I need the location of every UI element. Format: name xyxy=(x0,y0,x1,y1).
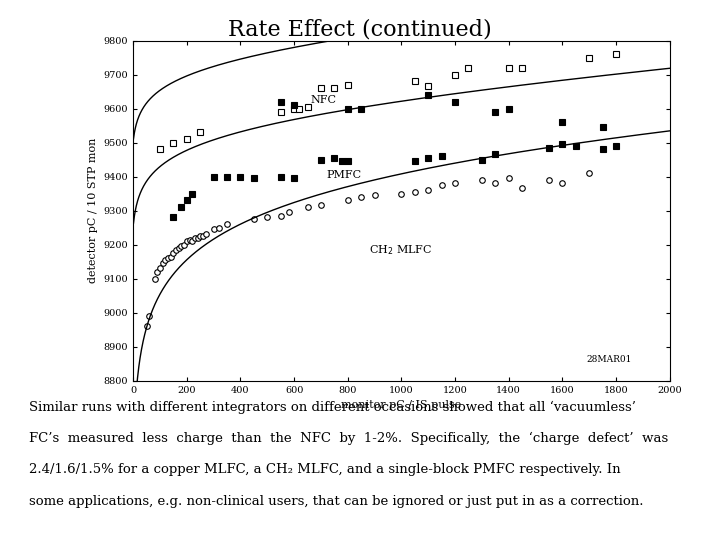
Text: some applications, e.g. non-clinical users, that can be ignored or just put in a: some applications, e.g. non-clinical use… xyxy=(29,495,643,508)
X-axis label: monitor pC / IS pulse: monitor pC / IS pulse xyxy=(341,400,462,410)
Text: Similar runs with different integrators on different occasions showed that all ‘: Similar runs with different integrators … xyxy=(29,401,636,414)
Text: 28MAR01: 28MAR01 xyxy=(587,355,632,364)
Text: NFC: NFC xyxy=(310,96,336,105)
Y-axis label: detector pC / 10 STP mon: detector pC / 10 STP mon xyxy=(88,138,98,284)
Text: 2.4/1.6/1.5% for a copper MLFC, a CH₂ MLFC, and a single-block PMFC respectively: 2.4/1.6/1.5% for a copper MLFC, a CH₂ ML… xyxy=(29,463,621,476)
Text: FC’s  measured  less  charge  than  the  NFC  by  1-2%.  Specifically,  the  ‘ch: FC’s measured less charge than the NFC b… xyxy=(29,432,668,445)
Text: CH$_2$ MLFC: CH$_2$ MLFC xyxy=(369,243,433,257)
Text: Rate Effect (continued): Rate Effect (continued) xyxy=(228,19,492,41)
Text: PMFC: PMFC xyxy=(326,170,361,180)
